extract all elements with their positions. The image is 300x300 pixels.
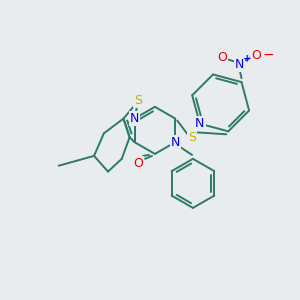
Text: N: N [130,112,139,125]
Text: O: O [251,49,261,62]
Text: S: S [188,131,196,144]
Text: O: O [251,49,261,62]
Text: O: O [133,157,143,170]
Text: O: O [217,51,227,64]
Text: O: O [217,51,227,64]
Text: N: N [171,136,180,148]
Text: −: − [262,48,274,61]
Text: +: + [242,53,250,64]
Text: −: − [262,48,274,62]
Text: N: N [235,58,244,71]
Text: N: N [195,117,205,130]
Text: N: N [130,112,139,125]
Text: O: O [133,157,143,170]
Text: S: S [134,94,142,107]
Text: N: N [195,117,205,130]
Text: +: + [243,54,250,63]
Text: N: N [171,136,180,148]
Text: S: S [134,94,142,107]
Text: S: S [188,131,196,144]
Text: N: N [235,58,244,71]
